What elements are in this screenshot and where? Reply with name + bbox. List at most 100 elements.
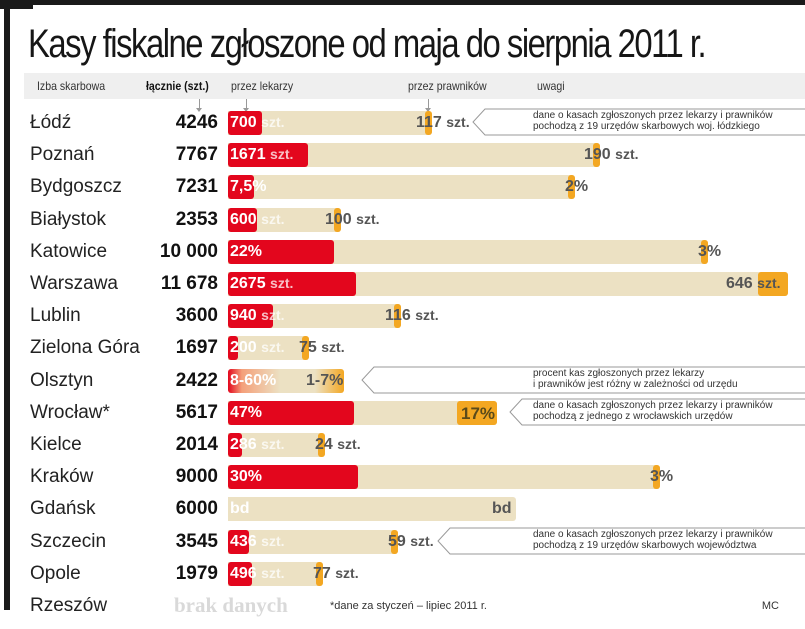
note-line: pochodzą z 19 urzędów skarbowych woj. łó…: [533, 121, 760, 132]
lawyers-value-label: 2%: [565, 178, 588, 196]
table-row: Warszawa 11 678 2675 szt. 646 szt.: [0, 267, 805, 299]
header-office: Izba skarbowa: [37, 79, 106, 93]
doctors-unit: szt.: [270, 275, 294, 291]
doctors-value-label: 496 szt.: [230, 565, 285, 583]
lawyers-unit: szt.: [356, 210, 380, 227]
doctors-value-label: 30%: [230, 468, 262, 486]
table-row: Łódź 4246 700 szt. 117 szt. dane o kasach zg…: [0, 106, 805, 138]
note-line: procent kas zgłoszonych przez lekarzy: [533, 367, 705, 379]
bar-doctors: [228, 336, 238, 361]
lawyers-value-label: 1-7%: [306, 372, 343, 390]
header-lawyers: przez prawników: [408, 79, 487, 93]
bar-lawyers: [302, 336, 309, 361]
lawyers-unit: szt.: [321, 339, 345, 356]
bar-lawyers: [391, 529, 398, 554]
note-callout: dane o kasach zgłoszonych przez lekarzy …: [508, 398, 805, 426]
lawyers-value-label: 3%: [650, 468, 673, 486]
lawyers-value-label: 17%: [461, 404, 495, 424]
bar-lawyers: [457, 400, 497, 425]
doctors-unit: szt.: [261, 564, 285, 581]
lawyers-value-label: bd: [492, 500, 512, 518]
bar-doctors: [228, 465, 358, 490]
frame-left-rule: [4, 0, 10, 610]
lawyers-value-label: 646 szt.: [726, 275, 781, 293]
bar-doctors: [228, 400, 354, 425]
row-total: 2353: [175, 208, 218, 230]
row-total: 5617: [175, 401, 218, 423]
frame-corner: [0, 0, 33, 9]
column-header: Izba skarbowa łącznie (szt.) przez lekar…: [24, 73, 805, 99]
doctors-value: 30%: [230, 468, 263, 486]
row-city: Rzeszów: [30, 595, 108, 616]
doctors-value: bd: [230, 500, 250, 518]
header-doctors-arrow-icon: [243, 99, 249, 112]
doctors-value-label: 700 szt.: [230, 114, 285, 132]
doctors-value: 47%: [230, 403, 263, 421]
note-text: dane o kasach zgłoszonych przez lekarzy …: [533, 529, 773, 551]
bar-total: [228, 433, 325, 457]
lawyers-value: 24: [315, 436, 333, 453]
header-total-arrow-icon: [196, 99, 202, 112]
lawyers-value-label: 75 szt.: [299, 339, 345, 357]
doctors-value: 1671: [230, 146, 266, 164]
table-row: Kielce 2014 286 szt. 24 szt.: [0, 428, 805, 460]
table-row: Katowice 10 000 22% 3%: [0, 235, 805, 267]
note-line: dane o kasach zgłoszonych przez lekarzy …: [533, 110, 773, 121]
bar-doctors: [228, 304, 273, 329]
note-text: procent kas zgłoszonych przez lekarzy i p…: [533, 368, 738, 390]
lawyers-value: 1-7%: [306, 371, 344, 389]
doctors-value-label: 22%: [230, 243, 262, 261]
lawyers-value-label: 59 szt.: [388, 533, 434, 551]
note-text: dane o kasach zgłoszonych przez lekarzy …: [533, 400, 773, 422]
bar-lawyers: [568, 175, 575, 200]
row-total: 1979: [175, 562, 218, 584]
doctors-value-label: 286 szt.: [230, 436, 285, 454]
table-row: Opole 1979 496 szt. 77 szt.: [0, 557, 805, 589]
row-total: 2014: [175, 434, 218, 455]
doctors-value-label: 7,5%: [230, 178, 266, 196]
doctors-value: 940: [230, 307, 257, 325]
bar-doctors: [228, 529, 249, 554]
lawyers-unit: szt.: [335, 564, 359, 581]
lawyers-value: bd: [492, 500, 512, 518]
table-row: Olsztyn 2422 8-60% 1-7% procent kas zgłoszon…: [0, 364, 805, 396]
doctors-unit: szt.: [261, 210, 285, 227]
row-total: 7767: [175, 144, 218, 166]
bar-total: [228, 497, 516, 522]
row-total: 3545: [175, 530, 218, 552]
row-total: 2422: [175, 369, 218, 391]
note-callout: dane o kasach zgłoszonych przez lekarzy …: [436, 527, 805, 555]
bar-lawyers: [318, 433, 325, 457]
doctors-value: 22%: [230, 242, 263, 260]
row-total: 4246: [175, 112, 218, 133]
lawyers-value-label: 3%: [698, 243, 721, 261]
note-line: dane o kasach zgłoszonych przez lekarzy …: [533, 399, 773, 411]
callout-bracket-icon: [472, 108, 805, 136]
bar-lawyers: [316, 561, 323, 586]
row-total: 10 000: [159, 240, 218, 262]
header-lawyers-arrow-icon: [425, 99, 431, 112]
table-row: Kraków 9000 30% 3%: [0, 460, 805, 492]
note-line: pochodzą z 19 urzędów skarbowych wojewód…: [533, 539, 757, 551]
doctors-value: 496: [230, 564, 257, 582]
credit: MC: [761, 600, 779, 612]
note-line: i prawników jest różny w zależności od u…: [533, 378, 738, 390]
lawyers-value-label: 190 szt.: [584, 146, 639, 164]
bar-total: [228, 336, 309, 361]
lawyers-value: 190: [584, 146, 611, 164]
lawyers-unit: szt.: [337, 436, 361, 452]
table-row: Lublin 3600 940 szt. 116 szt.: [0, 299, 805, 331]
bar-lawyers: [593, 143, 600, 168]
bar-doctors: [228, 272, 356, 296]
header-doctors: przez lekarzy: [231, 79, 294, 93]
table-row: Poznań 7767 1671 szt. 190 szt.: [0, 138, 805, 170]
lawyers-unit: szt.: [446, 114, 470, 130]
row-city: Olsztyn: [30, 369, 94, 391]
lawyers-value: 2%: [565, 178, 589, 196]
lawyers-value: 59: [388, 532, 406, 550]
bar-doctors: [228, 111, 262, 135]
note-callout: dane o kasach zgłoszonych przez lekarzy …: [471, 108, 805, 136]
doctors-value-label: 600 szt.: [230, 211, 285, 229]
doctors-value-label: 2675 szt.: [230, 275, 293, 293]
row-city: Wrocław*: [30, 401, 110, 423]
